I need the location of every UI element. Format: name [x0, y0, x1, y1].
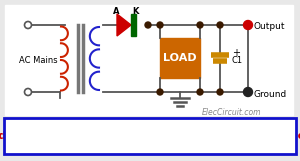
Circle shape — [157, 89, 163, 95]
Circle shape — [245, 89, 251, 95]
Text: Output: Output — [254, 22, 286, 30]
Circle shape — [145, 22, 151, 28]
Circle shape — [197, 22, 203, 28]
Text: K: K — [132, 6, 138, 15]
Circle shape — [217, 89, 223, 95]
Text: ElecCircuit.com: ElecCircuit.com — [202, 108, 262, 117]
Bar — [160, 38, 200, 78]
Bar — [5, 5, 293, 115]
Circle shape — [197, 89, 203, 95]
Text: +: + — [232, 48, 240, 58]
Circle shape — [244, 87, 253, 96]
Text: AC Mains: AC Mains — [19, 56, 57, 65]
Bar — [131, 14, 136, 36]
Polygon shape — [117, 14, 131, 36]
Text: C1: C1 — [232, 56, 243, 65]
Text: Ground: Ground — [254, 90, 287, 99]
Circle shape — [157, 22, 163, 28]
Bar — [4, 118, 296, 154]
Text: LOAD: LOAD — [163, 53, 197, 63]
Text: A: A — [113, 6, 119, 15]
Circle shape — [217, 22, 223, 28]
Text: Add an electrolytic capacitor to a half-wave rectifier: Add an electrolytic capacitor to a half-… — [0, 131, 300, 141]
Circle shape — [244, 20, 253, 29]
